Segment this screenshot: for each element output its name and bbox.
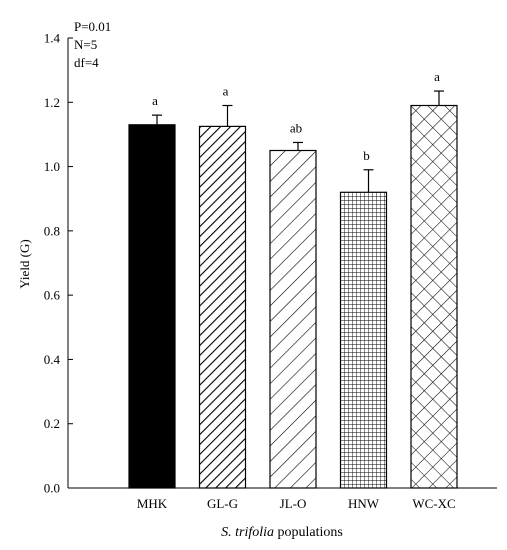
bar-jl-o [269, 149, 317, 489]
y-tick-label: 1.4 [44, 31, 61, 46]
y-tick-label: 0.4 [44, 352, 61, 367]
annotation-n: N=5 [74, 37, 97, 52]
y-tick-label: 0.6 [44, 288, 61, 303]
bar-mhk [128, 124, 176, 489]
significance-label: a [223, 84, 229, 99]
x-axis-label: S. trifolia populations [221, 525, 343, 540]
x-tick-label: MHK [137, 496, 168, 511]
bar-gl-g [198, 125, 247, 489]
x-tick-label: HNW [348, 496, 380, 511]
x-tick-label: JL-O [280, 496, 307, 511]
bar-hnw [339, 191, 388, 489]
y-tick-label: 1.0 [44, 159, 60, 174]
y-axis-label: Yield (G) [17, 239, 32, 288]
significance-label: ab [290, 120, 302, 135]
x-axis-label-species: S. trifolia [221, 525, 274, 540]
annotation-df: df=4 [74, 55, 99, 70]
bars-group: a MHK a GL-G ab JL-O b HNW a WC-XC [128, 69, 458, 511]
y-tick-label: 0.8 [44, 223, 60, 238]
significance-label: b [363, 148, 370, 163]
x-tick-label: GL-G [207, 496, 238, 511]
bar-wc-xc [410, 104, 458, 489]
x-axis-label-suffix: populations [274, 525, 343, 540]
annotation-p-value: P=0.01 [74, 19, 111, 34]
y-tick-label: 0.2 [44, 416, 60, 431]
significance-label: a [152, 93, 158, 108]
y-tick-label: 0.0 [44, 481, 60, 496]
x-tick-label: WC-XC [412, 496, 455, 511]
y-tick-label: 1.2 [44, 95, 60, 110]
significance-label: a [434, 69, 440, 84]
